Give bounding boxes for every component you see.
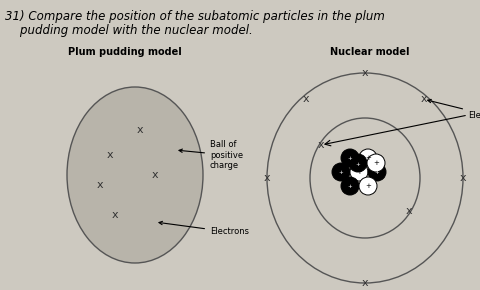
- Circle shape: [368, 163, 386, 181]
- Text: x: x: [362, 68, 368, 78]
- Text: x: x: [137, 125, 144, 135]
- Text: +: +: [365, 155, 371, 161]
- Text: +: +: [348, 184, 352, 189]
- Text: +: +: [348, 157, 352, 162]
- Circle shape: [350, 163, 368, 181]
- Text: 31) Compare the position of the subatomic particles in the plum: 31) Compare the position of the subatomi…: [5, 10, 385, 23]
- Text: Ball of
positive
charge: Ball of positive charge: [179, 140, 243, 170]
- Text: x: x: [107, 150, 113, 160]
- Text: x: x: [96, 180, 103, 190]
- Text: x: x: [362, 278, 368, 288]
- Text: x: x: [264, 173, 270, 183]
- Text: +: +: [373, 160, 379, 166]
- Circle shape: [341, 149, 359, 167]
- Circle shape: [367, 154, 385, 172]
- Text: +: +: [338, 171, 343, 175]
- Text: +: +: [356, 169, 362, 175]
- Text: Plum pudding model: Plum pudding model: [68, 47, 182, 57]
- Text: Electrons: Electrons: [159, 221, 249, 237]
- Text: x: x: [406, 206, 412, 216]
- Text: Electrons: Electrons: [428, 99, 480, 119]
- Text: x: x: [152, 170, 158, 180]
- Text: x: x: [112, 210, 118, 220]
- Circle shape: [349, 154, 367, 172]
- Text: +: +: [365, 183, 371, 189]
- Text: x: x: [460, 173, 466, 183]
- Text: pudding model with the nuclear model.: pudding model with the nuclear model.: [5, 24, 253, 37]
- Circle shape: [359, 177, 377, 195]
- Text: x: x: [318, 140, 324, 150]
- Ellipse shape: [67, 87, 203, 263]
- Text: x: x: [303, 94, 310, 104]
- Circle shape: [341, 177, 359, 195]
- Text: Nuclear model: Nuclear model: [330, 47, 410, 57]
- Text: +: +: [374, 171, 379, 175]
- Circle shape: [359, 149, 377, 167]
- Circle shape: [332, 163, 350, 181]
- Text: +: +: [356, 162, 360, 166]
- Text: x: x: [420, 94, 427, 104]
